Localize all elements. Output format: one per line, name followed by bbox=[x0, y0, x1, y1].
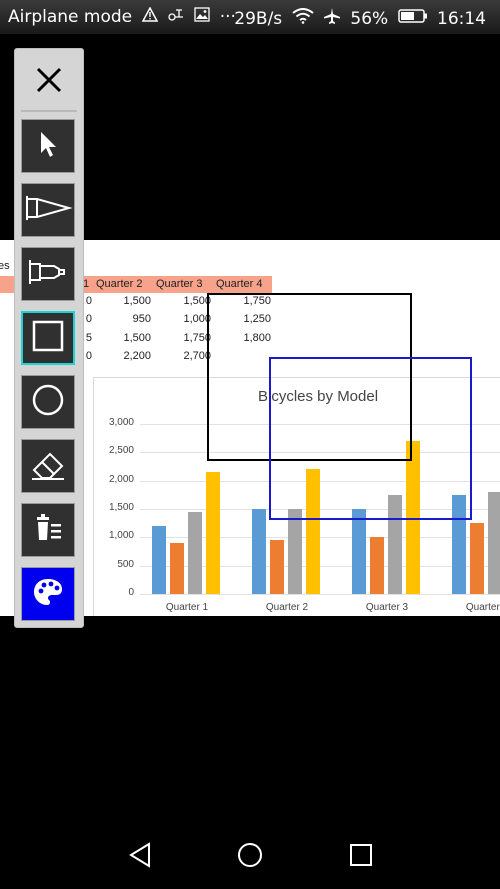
pointer-icon bbox=[35, 129, 61, 164]
sheet-header-cell: Quarter 2 bbox=[96, 278, 143, 290]
battery-icon bbox=[397, 8, 428, 29]
circle-tool-button[interactable] bbox=[21, 375, 75, 429]
status-right: 29B/s 56% 16:14 bbox=[234, 7, 490, 30]
sheet-cell: 1,500 bbox=[183, 295, 211, 307]
eraser-icon bbox=[28, 446, 68, 487]
rectangle-icon bbox=[31, 319, 65, 358]
x-axis-tick-label: Quarter 3 bbox=[365, 602, 409, 613]
chart-gridline bbox=[140, 509, 500, 510]
chart-bar bbox=[288, 509, 302, 594]
sheet-cell: 950 bbox=[132, 313, 151, 325]
chart-gridline bbox=[140, 480, 500, 482]
y-axis-tick-label: 0 bbox=[128, 587, 134, 598]
chart-bar bbox=[152, 526, 166, 594]
pen-icon bbox=[23, 191, 73, 230]
y-axis-tick-label: 1,500 bbox=[108, 502, 134, 513]
drawn-rectangle-black[interactable] bbox=[207, 293, 412, 461]
y-axis-tick-label: 2,000 bbox=[108, 473, 134, 485]
wifi-icon bbox=[291, 8, 314, 29]
chart-bar bbox=[206, 472, 220, 594]
sheet-cell: 5 bbox=[85, 332, 92, 344]
sheet-cell: 1,000 bbox=[183, 313, 211, 325]
chart-bar bbox=[270, 540, 284, 594]
eraser-tool-button[interactable] bbox=[21, 439, 75, 493]
back-icon[interactable] bbox=[125, 840, 155, 870]
highlighter-icon bbox=[26, 255, 70, 294]
sheet-cell: 1,500 bbox=[123, 332, 151, 344]
y-axis-tick-label: 3,000 bbox=[108, 417, 134, 428]
clear-all-icon bbox=[31, 511, 65, 550]
chart-bar bbox=[406, 441, 420, 594]
overflow-dots: ··· bbox=[219, 7, 236, 27]
sheet-cell: 2,200 bbox=[123, 350, 151, 362]
chart-gridline bbox=[140, 594, 500, 595]
airplane-mode-label: Airplane mode bbox=[8, 7, 133, 27]
chart-bar bbox=[488, 492, 500, 594]
sheet-cell: 1,250 bbox=[243, 313, 271, 325]
chart-bar bbox=[370, 537, 384, 594]
chart-bar bbox=[170, 543, 184, 594]
toolbar-divider bbox=[21, 110, 77, 112]
drawn-rectangle-blue[interactable] bbox=[269, 357, 472, 520]
sheet-cell: 1,500 bbox=[123, 295, 151, 307]
warning-icon bbox=[141, 6, 158, 27]
x-axis-tick-label: Quarter 4 bbox=[465, 602, 500, 613]
sheet-header-cell: 1 bbox=[83, 278, 90, 290]
x-axis-tick-label: Quarter 1 bbox=[165, 602, 209, 613]
chart-bar bbox=[352, 509, 366, 594]
chart-gridline bbox=[140, 452, 500, 454]
battery-percent: 56% bbox=[350, 8, 389, 29]
sheet-cell: 2,700 bbox=[183, 350, 211, 362]
palette-icon bbox=[32, 577, 64, 612]
sheet-cell: 0 bbox=[85, 313, 92, 325]
highlighter-tool-button[interactable] bbox=[21, 247, 75, 301]
status-bar: Airplane mode ··· 29B/s 56% 16:14 bbox=[0, 0, 500, 34]
sheet-cell: 1,750 bbox=[243, 295, 271, 307]
chart-title: Bicycles by Model bbox=[258, 388, 379, 405]
home-icon[interactable] bbox=[235, 840, 265, 870]
x-axis-tick-label: Quarter 2 bbox=[265, 602, 309, 613]
y-axis-tick-label: 2,500 bbox=[108, 445, 134, 457]
y-axis-tick-label: 500 bbox=[117, 558, 134, 570]
sheet-cell: 0 bbox=[85, 295, 92, 307]
bluetooth-alt-icon bbox=[167, 7, 185, 27]
network-speed: 29B/s bbox=[234, 8, 283, 29]
chart-gridline bbox=[140, 424, 500, 425]
chart-bar bbox=[470, 523, 484, 594]
annotation-toolbar bbox=[14, 48, 84, 628]
navigation-bar bbox=[0, 820, 500, 889]
chart-bar bbox=[188, 511, 202, 594]
clear-all-tool-button[interactable] bbox=[21, 503, 75, 557]
sheet-header-cell: Quarter 4 bbox=[216, 278, 263, 290]
sheet-cell: 1,750 bbox=[183, 332, 211, 344]
color-palette-button[interactable] bbox=[21, 567, 75, 621]
pointer-tool-button[interactable] bbox=[21, 119, 75, 173]
clock: 16:14 bbox=[437, 8, 486, 29]
y-axis-tick-label: 1,000 bbox=[108, 530, 134, 542]
rectangle-tool-button[interactable] bbox=[21, 311, 75, 365]
image-icon bbox=[194, 7, 210, 27]
sheet-cell: 1,800 bbox=[243, 332, 271, 344]
chart-bar bbox=[306, 469, 320, 594]
status-left: Airplane mode ··· bbox=[8, 6, 240, 27]
sheet-cell: 0 bbox=[85, 350, 92, 362]
chart-gridline bbox=[140, 537, 500, 539]
chart-gridline bbox=[140, 565, 500, 567]
airplane-icon bbox=[323, 7, 341, 30]
sheet-header-cell: Quarter 3 bbox=[156, 278, 203, 290]
partial-row-label: es bbox=[0, 260, 10, 272]
circle-icon bbox=[30, 382, 66, 423]
recents-icon[interactable] bbox=[346, 840, 376, 870]
chart-bar bbox=[252, 509, 266, 594]
close-icon[interactable] bbox=[21, 53, 77, 107]
pen-tool-button[interactable] bbox=[21, 183, 75, 237]
